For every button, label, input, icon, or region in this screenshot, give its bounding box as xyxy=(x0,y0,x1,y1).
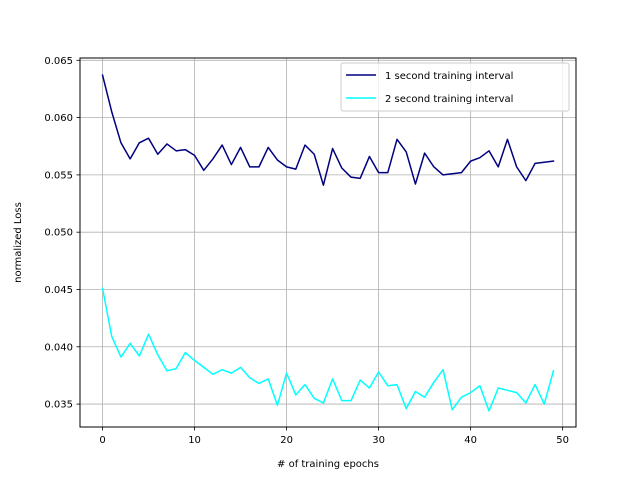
legend-label-series-2: 2 second training interval xyxy=(385,94,513,105)
x-tick-label: 50 xyxy=(556,435,569,446)
series-lines xyxy=(101,74,555,412)
series-line-1 xyxy=(101,74,555,186)
x-tick-label: 20 xyxy=(280,435,293,446)
y-tick-label: 0.035 xyxy=(44,400,73,411)
grid xyxy=(80,58,576,427)
axis-ticks: 0 10 20 30 40 50 0.035 0.040 0.045 0.050 0.055 0.06… xyxy=(44,56,569,446)
y-tick-label: 0.055 xyxy=(44,170,73,181)
x-tick-label: 30 xyxy=(372,435,385,446)
y-axis-label: normalized Loss xyxy=(13,202,24,283)
x-axis-label: # of training epochs xyxy=(277,459,379,470)
legend: 1 second training interval 2 second trai… xyxy=(340,62,570,112)
series-line-2 xyxy=(101,287,555,412)
y-tick-label: 0.045 xyxy=(44,285,73,296)
x-tick-label: 40 xyxy=(464,435,477,446)
y-tick-label: 0.050 xyxy=(44,228,73,239)
x-tick-label: 10 xyxy=(188,435,201,446)
legend-box xyxy=(340,62,570,112)
y-tick-label: 0.060 xyxy=(44,113,73,124)
y-tick-label: 0.065 xyxy=(44,56,73,67)
plot-frame xyxy=(79,57,577,428)
y-tick-label: 0.040 xyxy=(44,342,73,353)
legend-label-series-1: 1 second training interval xyxy=(385,71,513,82)
x-tick-label: 0 xyxy=(99,435,105,446)
